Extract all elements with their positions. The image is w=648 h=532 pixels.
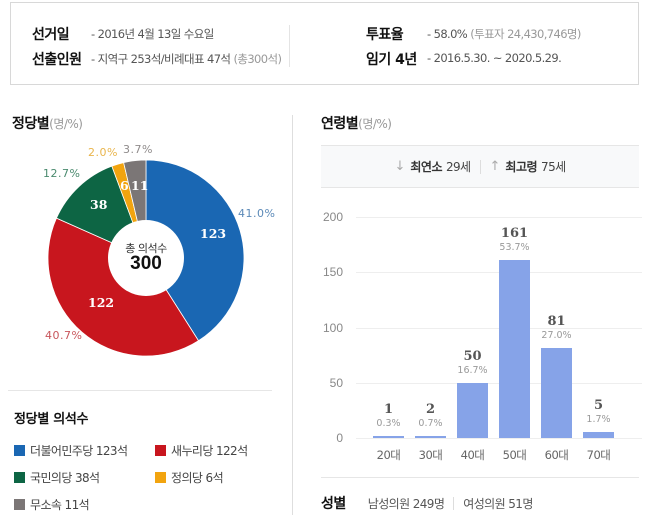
legend-swatch-independent <box>14 499 25 510</box>
bar-70대 <box>583 432 614 438</box>
value-label-kookmin: 38 <box>90 197 108 212</box>
x-axis-tick: 60대 <box>544 448 569 462</box>
female-count: 여성의원 51명 <box>463 496 533 511</box>
party-title-text: 정당별 <box>12 116 50 132</box>
age-range-separator <box>479 159 481 174</box>
value-label-minjoo: 123 <box>200 226 227 241</box>
pct-label-minjoo: 41.0% <box>238 207 276 220</box>
bar-50대 <box>499 260 530 438</box>
gender-label: 성별 <box>321 496 346 512</box>
legend-swatch-kookmin <box>14 472 25 483</box>
youngest-label: 최연소 <box>410 160 442 174</box>
bar-value-label: 1 <box>383 402 394 417</box>
legend-swatch-saenuri <box>155 445 166 456</box>
bar-20대 <box>373 436 404 438</box>
gender-row: 성별 남성의원 249명 여성의원 51명 <box>321 493 533 513</box>
bottom-divider <box>321 477 639 478</box>
x-axis-tick: 70대 <box>586 448 611 462</box>
election-info-box: 선거일 - 2016년 4월 13일 수요일 선출인원 - 지역구 253석/비… <box>10 2 639 85</box>
bar-percent-label: 27.0% <box>541 330 572 342</box>
x-axis-tick: 50대 <box>502 448 527 462</box>
bar-percent-label: 16.7% <box>457 364 488 376</box>
bar-value-label: 50 <box>463 348 482 364</box>
value-label-saenuri: 122 <box>88 295 115 310</box>
donut-svg <box>47 159 245 357</box>
bar-30대 <box>415 435 446 438</box>
info-divider <box>289 25 290 67</box>
age-title-unit: (명/%) <box>358 117 392 131</box>
seats-label: 선출인원 <box>32 52 82 68</box>
grid-line <box>356 438 642 439</box>
bar-percent-label: 53.7% <box>499 242 530 254</box>
party-donut-chart <box>46 158 246 358</box>
donut-hole <box>108 220 184 296</box>
bar-percent-label: 1.7% <box>586 414 611 426</box>
donut-slice <box>145 159 245 342</box>
turnout-label: 투표율 <box>366 27 404 43</box>
turnout-value: - 58.0% (투표자 24,430,746명) <box>427 26 581 42</box>
arrow-up-icon: ↑ <box>489 159 501 174</box>
bar-value-label: 5 <box>593 398 604 414</box>
oldest-label: 최고령 <box>505 160 538 174</box>
x-axis-tick: 40대 <box>460 448 485 462</box>
left-section-divider <box>8 390 272 391</box>
y-axis-tick: 50 <box>329 375 343 390</box>
bar-value-label: 81 <box>547 314 566 330</box>
bar-percent-label: 0.3% <box>376 418 401 429</box>
y-axis-tick: 100 <box>322 320 343 335</box>
turnout-percent: - 58.0% <box>427 27 468 41</box>
election-date-value: - 2016년 4월 13일 수요일 <box>91 27 214 41</box>
age-range-box: ↓ 최연소 29세 ↑ 최고령 75세 <box>321 145 639 188</box>
legend-label: 무소속 11석 <box>30 498 90 512</box>
y-axis-tick: 150 <box>322 265 343 280</box>
youngest-value: 29세 <box>445 160 471 174</box>
pct-label-saenuri: 40.7% <box>45 329 83 342</box>
oldest-value: 75세 <box>541 160 566 174</box>
legend-item-independent: 무소속 11석 <box>14 496 90 513</box>
y-axis-tick: 0 <box>336 431 343 445</box>
party-title-unit: (명/%) <box>49 117 83 131</box>
election-date-label: 선거일 <box>32 27 70 43</box>
term-value: - 2016.5.30. ~ 2020.5.29. <box>427 51 562 65</box>
pct-label-independent: 3.7% <box>123 143 153 156</box>
y-axis-tick: 200 <box>322 210 343 224</box>
gender-separator <box>453 496 455 510</box>
party-section-title: 정당별(명/%) <box>12 113 83 133</box>
legend-label: 새누리당 122석 <box>171 444 248 458</box>
grid-line <box>356 217 642 218</box>
legend-swatch-justice <box>155 472 166 483</box>
bar-40대 <box>457 382 488 438</box>
bar-60대 <box>541 348 572 438</box>
seats-value: - 지역구 253석/비례대표 47석 (총300석) <box>91 51 282 67</box>
legend-item-saenuri: 새누리당 122석 <box>155 442 248 459</box>
turnout-voters: (투표자 24,430,746명) <box>470 27 581 41</box>
x-axis-tick: 20대 <box>376 448 401 462</box>
seats-total: (총300석) <box>233 52 282 66</box>
bar-percent-label: 0.7% <box>418 417 443 429</box>
legend-label: 국민의당 38석 <box>30 471 100 485</box>
age-title-text: 연령별 <box>321 116 359 132</box>
age-section-title: 연령별(명/%) <box>321 113 392 133</box>
arrow-down-icon: ↓ <box>394 159 406 174</box>
pct-label-kookmin: 12.7% <box>43 167 81 180</box>
legend-item-minjoo: 더불어민주당 123석 <box>14 442 128 459</box>
male-count: 남성의원 249명 <box>367 496 445 511</box>
x-axis-tick: 30대 <box>418 448 443 462</box>
pct-label-justice: 2.0% <box>88 146 118 159</box>
legend-item-justice: 정의당 6석 <box>155 469 224 486</box>
legend-label: 정의당 6석 <box>171 471 224 485</box>
column-divider <box>292 115 293 515</box>
bar-value-label: 161 <box>500 226 529 242</box>
bar-value-label: 2 <box>425 401 436 417</box>
legend-swatch-minjoo <box>14 445 25 456</box>
donut-center-label: 총 의석수 <box>125 242 167 255</box>
donut-center-total: 300 <box>130 253 162 274</box>
legend-title: 정당별 의석수 <box>14 412 89 427</box>
legend-item-kookmin: 국민의당 38석 <box>14 469 100 486</box>
seats-breakdown: - 지역구 253석/비례대표 47석 <box>91 52 231 66</box>
value-label-independent: 11 <box>131 178 149 193</box>
value-label-justice: 6 <box>120 178 129 193</box>
term-label: 임기 4년 <box>366 52 417 68</box>
legend-label: 더불어민주당 123석 <box>30 444 128 458</box>
